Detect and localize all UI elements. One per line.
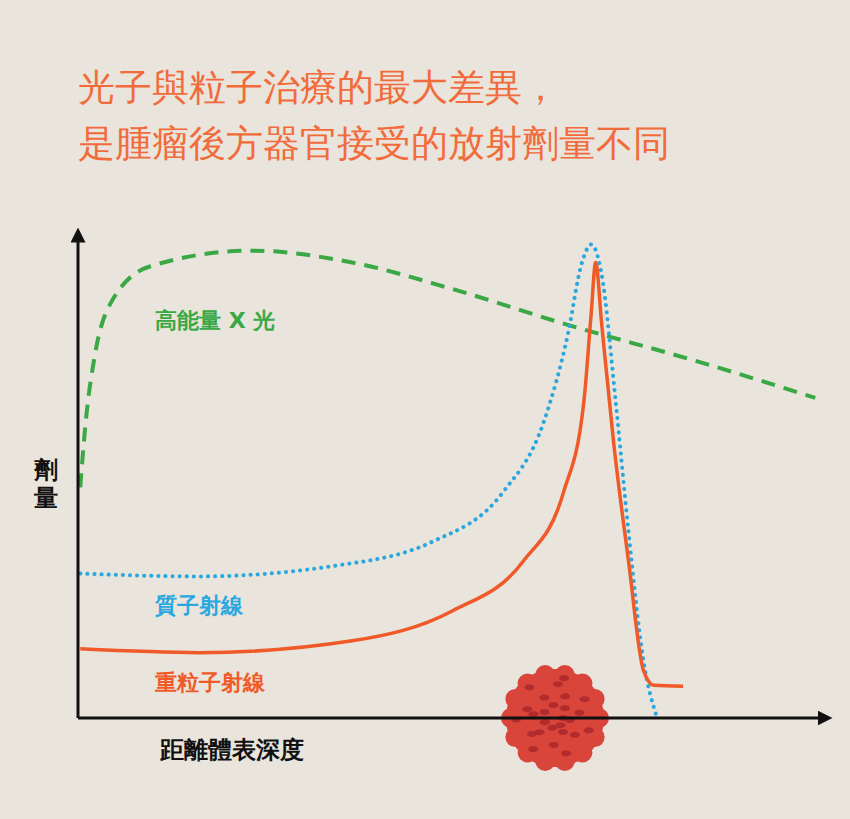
- title-group: 光子與粒子治療的最大差異， 是腫瘤後方器官接受的放射劑量不同: [78, 66, 670, 165]
- chart: 光子與粒子治療的最大差異， 是腫瘤後方器官接受的放射劑量不同距離體表深度 劑量 高能量…: [0, 0, 850, 819]
- tumor-lobe: [505, 727, 525, 747]
- series-line: [80, 244, 656, 715]
- tumor-cell: [549, 742, 559, 748]
- tumor-cell: [540, 719, 550, 725]
- tumor-cell: [559, 675, 569, 681]
- tumor-cell: [548, 702, 558, 708]
- tumor-lobe: [535, 751, 555, 771]
- tumor-cell: [547, 725, 557, 731]
- tumor-cell: [527, 731, 537, 737]
- tumor-cell: [522, 706, 532, 712]
- series-label: 高能量 X 光: [155, 308, 275, 333]
- y-axis: [78, 235, 79, 718]
- tumor-cell: [540, 709, 550, 715]
- tumor-lobe: [535, 665, 555, 685]
- title: 是腫瘤後方器官接受的放射劑量不同: [78, 122, 670, 165]
- tumor-cell: [560, 705, 570, 711]
- tumor-cell: [524, 684, 534, 690]
- series-line: [80, 251, 815, 488]
- axis-line: [78, 717, 825, 720]
- tumor-cell: [560, 693, 570, 699]
- series-label: 質子射線: [154, 593, 244, 618]
- title: 光子與粒子治療的最大差異，: [78, 66, 559, 109]
- tumor-cell: [570, 732, 580, 738]
- tumor-lobe: [518, 674, 538, 694]
- series-label: 重粒子射線: [154, 670, 266, 695]
- tumor-cell: [584, 727, 594, 733]
- tumor-cell: [539, 695, 549, 701]
- x-axis-title: 距離體表深度: [159, 736, 304, 764]
- x-axis: [78, 718, 825, 719]
- tumor-lobe: [555, 751, 575, 771]
- tumor-cell: [580, 696, 590, 702]
- axis-line: [77, 235, 80, 718]
- tumor-cell: [528, 711, 538, 717]
- plot-area: [80, 244, 815, 715]
- tumor-lobe: [572, 742, 592, 762]
- y-axis-title: 劑量: [33, 456, 58, 512]
- tumor-cell: [553, 681, 563, 687]
- series-line: [80, 262, 683, 686]
- tumor-cell: [528, 746, 538, 752]
- tumor-cell: [558, 729, 568, 735]
- tumor-cell: [561, 750, 571, 756]
- tumor-cell: [574, 710, 584, 716]
